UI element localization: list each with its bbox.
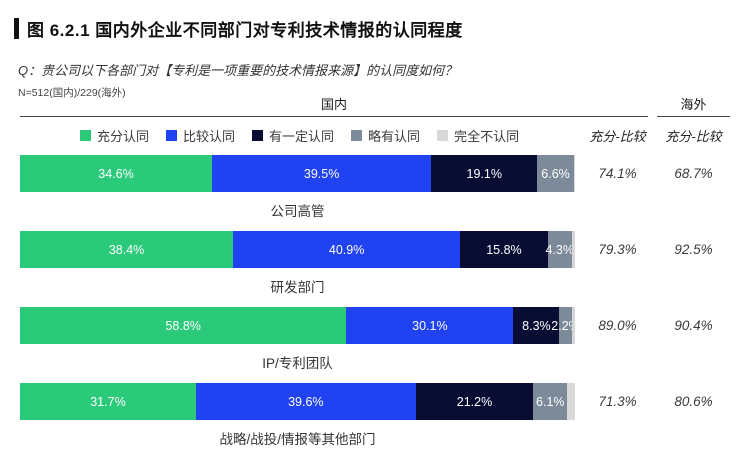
column-group-domestic: 国内 bbox=[20, 94, 648, 117]
sample-size-note: N=512(国内)/229(海外) bbox=[18, 87, 126, 99]
bar-segment-充分认同: 34.6% bbox=[20, 155, 213, 192]
overseas-summary-value: 68.7% bbox=[674, 166, 713, 181]
segment-value-label: 30.1% bbox=[412, 318, 448, 333]
bar-segment-比较认同: 40.9% bbox=[233, 231, 461, 268]
legend-item: 有一定认同 bbox=[252, 126, 334, 145]
category-label: 研发部门 bbox=[270, 280, 325, 295]
legend-swatch-icon bbox=[437, 130, 449, 141]
overseas-summary-value: 90.4% bbox=[674, 318, 713, 333]
legend-label: 完全不认同 bbox=[454, 129, 520, 144]
bar-segment-完全不认同 bbox=[567, 383, 575, 420]
bar-segment-比较认同: 30.1% bbox=[346, 307, 514, 344]
category-label: 战略/战投/情报等其他部门 bbox=[219, 432, 376, 447]
segment-value-label: 2.2% bbox=[551, 318, 580, 333]
figure-title-block: 图 6.2.1 国内外企业不同部门对专利技术情报的认同程度 bbox=[14, 16, 463, 41]
segment-value-label: 58.8% bbox=[165, 318, 201, 333]
overseas-metric-header: 充分-比较 bbox=[665, 129, 722, 144]
segment-value-label: 31.7% bbox=[90, 394, 126, 409]
bar-segment-完全不认同 bbox=[571, 307, 575, 344]
bar-segment-比较认同: 39.5% bbox=[212, 155, 432, 192]
bar-segment-略有认同: 4.3% bbox=[545, 231, 574, 268]
segment-value-label: 15.8% bbox=[486, 242, 522, 257]
category-label: IP/专利团队 bbox=[262, 356, 333, 371]
bar-segment-略有认同: 6.1% bbox=[533, 383, 568, 420]
segment-value-label: 21.2% bbox=[456, 394, 493, 409]
legend-item: 略有认同 bbox=[351, 126, 420, 145]
category-label: 公司高管 bbox=[270, 204, 325, 219]
segment-value-label: 6.6% bbox=[541, 166, 570, 181]
legend-item: 比较认同 bbox=[166, 126, 235, 145]
overseas-summary-value: 80.6% bbox=[674, 394, 713, 409]
chart-legend: 充分认同 比较认同 有一定认同 略有认同 完全不认同 bbox=[80, 126, 519, 145]
bar-segment-完全不认同 bbox=[571, 231, 575, 268]
legend-swatch-icon bbox=[80, 130, 91, 141]
domestic-metric-header: 充分-比较 bbox=[589, 129, 646, 144]
legend-item: 完全不认同 bbox=[437, 126, 519, 145]
chart-row: 34.6% 39.5% 19.1% 6.6% 74.1% 68.7% 公司高管 bbox=[20, 150, 753, 226]
legend-swatch-icon bbox=[252, 130, 264, 141]
column-group-overseas: 海外 bbox=[657, 94, 730, 117]
segment-value-label: 39.6% bbox=[288, 394, 324, 409]
bar-segment-有一定认同: 8.3% bbox=[513, 307, 560, 344]
domestic-summary-value: 74.1% bbox=[598, 166, 637, 181]
bar-segment-有一定认同: 15.8% bbox=[460, 231, 548, 268]
legend-swatch-icon bbox=[351, 130, 363, 141]
chart-rows: 34.6% 39.5% 19.1% 6.6% 74.1% 68.7% 公司高管 38.4% 40… bbox=[20, 150, 753, 454]
segment-value-label: 39.5% bbox=[303, 166, 340, 181]
legend-label: 充分认同 bbox=[97, 129, 150, 144]
legend-label: 比较认同 bbox=[183, 129, 236, 144]
legend-swatch-icon bbox=[166, 130, 178, 141]
figure-title: 图 6.2.1 国内外企业不同部门对专利技术情报的认同程度 bbox=[27, 21, 463, 40]
bar-segment-充分认同: 58.8% bbox=[20, 307, 347, 344]
bar-segment-略有认同: 6.6% bbox=[537, 155, 574, 192]
segment-value-label: 40.9% bbox=[328, 242, 365, 257]
title-marker-bar bbox=[14, 18, 19, 39]
chart-row: 58.8% 30.1% 8.3% 2.2% 89.0% 90.4% IP/专利团队 bbox=[20, 302, 753, 378]
stacked-bar: 34.6% 39.5% 19.1% 6.6% bbox=[20, 155, 575, 192]
chart-row: 38.4% 40.9% 15.8% 4.3% 79.3% 92.5% 研发部门 bbox=[20, 226, 753, 302]
legend-label: 有一定认同 bbox=[269, 129, 335, 144]
legend-item: 充分认同 bbox=[80, 126, 149, 145]
overseas-summary-value: 92.5% bbox=[674, 242, 713, 257]
bar-segment-有一定认同: 19.1% bbox=[431, 155, 538, 192]
bar-segment-有一定认同: 21.2% bbox=[415, 383, 534, 420]
domestic-summary-value: 71.3% bbox=[598, 394, 637, 409]
bar-segment-略有认同: 2.2% bbox=[551, 307, 580, 344]
bar-segment-充分认同: 38.4% bbox=[20, 231, 234, 268]
segment-value-label: 34.6% bbox=[98, 166, 134, 181]
segment-value-label: 19.1% bbox=[466, 166, 502, 181]
domestic-summary-value: 79.3% bbox=[598, 242, 637, 257]
segment-value-label: 6.1% bbox=[536, 394, 565, 409]
bar-segment-比较认同: 39.6% bbox=[195, 383, 416, 420]
segment-value-label: 4.3% bbox=[545, 242, 574, 257]
segment-value-label: 38.4% bbox=[108, 242, 145, 257]
legend-label: 略有认同 bbox=[368, 129, 421, 144]
stacked-bar: 38.4% 40.9% 15.8% 4.3% bbox=[20, 231, 575, 268]
survey-question: Q：贵公司以下各部门对【专利是一项重要的技术情报来源】的认同度如何？ bbox=[18, 63, 458, 78]
domestic-summary-value: 89.0% bbox=[598, 318, 637, 333]
segment-value-label: 8.3% bbox=[522, 318, 551, 333]
chart-row: 31.7% 39.6% 21.2% 6.1% 71.3% 80.6% 战略/战投/情报等其他… bbox=[20, 378, 753, 454]
stacked-bar: 31.7% 39.6% 21.2% 6.1% bbox=[20, 383, 575, 420]
bar-segment-完全不认同 bbox=[573, 155, 575, 192]
bar-segment-充分认同: 31.7% bbox=[20, 383, 196, 420]
stacked-bar: 58.8% 30.1% 8.3% 2.2% bbox=[20, 307, 580, 344]
